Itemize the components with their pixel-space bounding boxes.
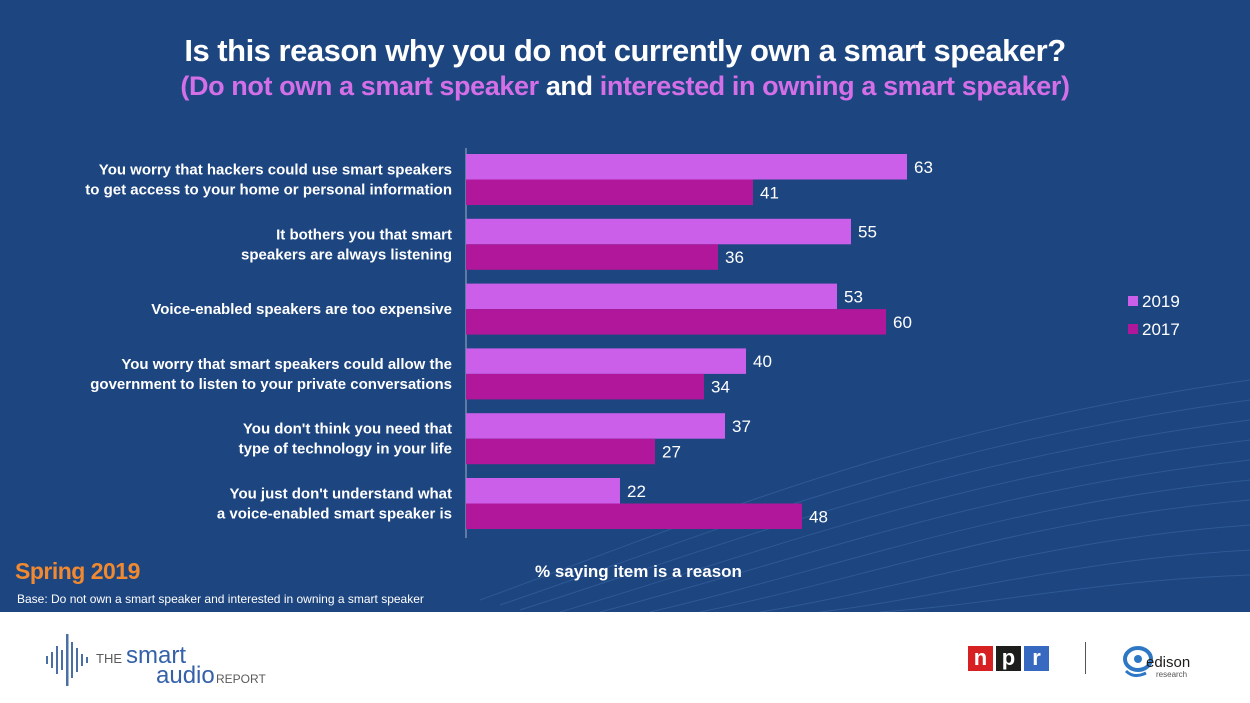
data-label: 37 — [732, 417, 751, 436]
legend-swatch-2019 — [1128, 296, 1138, 306]
decorative-waves — [479, 379, 1250, 612]
footer-divider — [1085, 642, 1086, 674]
data-label: 53 — [844, 287, 863, 306]
npr-logo: n p r — [968, 646, 1049, 671]
legend-label: 2019 — [1142, 292, 1180, 311]
subtitle-part2: interested in owning a smart speaker — [599, 71, 1062, 101]
bar-2017 — [466, 244, 718, 270]
category-label: You don't think you need that type of tec… — [239, 421, 452, 458]
edison-tag: research — [1156, 670, 1187, 679]
bar-chart: You worry that hackers could use smart s… — [85, 148, 1180, 538]
npr-p: p — [996, 646, 1021, 671]
bar-2017 — [466, 438, 655, 465]
category-label-line: a voice-enabled smart speaker is — [217, 506, 452, 523]
subtitle-part1: Do not own a smart speaker — [189, 71, 539, 101]
base-note: Base: Do not own a smart speaker and int… — [17, 592, 424, 606]
edison-swirl-icon — [1123, 646, 1153, 678]
data-label: 55 — [858, 223, 877, 242]
data-label: 36 — [725, 248, 744, 267]
category-label: You worry that smart speakers could allo… — [90, 356, 452, 393]
bar-2019 — [466, 218, 851, 245]
chart-subtitle: (Do not own a smart speaker and interest… — [0, 71, 1250, 102]
data-label: 34 — [711, 378, 730, 397]
logo-audio: audio — [156, 662, 215, 689]
smart-audio-report-logo: THE smart audio REPORT — [46, 634, 266, 689]
bar-2019 — [466, 154, 907, 180]
category-label-line: type of technology in your life — [239, 441, 452, 458]
logo-smart: smart — [126, 642, 186, 669]
npr-r: r — [1024, 646, 1049, 671]
category-label-line: speakers are always listening — [241, 246, 452, 263]
logo-report: REPORT — [216, 672, 266, 686]
soundwave-icon — [46, 634, 88, 686]
legend-swatch-2017 — [1128, 324, 1138, 334]
bar-2019 — [466, 413, 725, 439]
bar-2017 — [466, 503, 802, 529]
category-label-line: It bothers you that smart — [276, 226, 452, 243]
plot-area: You worry that hackers could use smart s… — [85, 148, 1180, 538]
category-label: Voice-enabled speakers are too expensive — [151, 301, 452, 318]
subtitle-conjunction: and — [545, 71, 593, 101]
chart-panel: Is this reason why you do not currently … — [0, 0, 1250, 612]
subtitle-open-paren: ( — [180, 71, 189, 101]
category-label-line: government to listen to your private con… — [90, 376, 452, 393]
logo-the: THE — [96, 651, 122, 666]
footer: THE smart audio REPORT n p r edison rese… — [0, 612, 1250, 703]
subtitle-close-paren: ) — [1061, 71, 1070, 101]
data-label: 22 — [627, 482, 646, 501]
edison-research-logo: edison research — [1123, 646, 1190, 679]
category-label-line: to get access to your home or personal i… — [85, 182, 452, 199]
data-label: 27 — [662, 442, 681, 461]
category-label-line: You worry that smart speakers could allo… — [121, 356, 452, 373]
data-label: 60 — [893, 313, 912, 332]
category-label-line: You don't think you need that — [243, 421, 452, 438]
category-label: You just don't understand what a voice-en… — [217, 486, 452, 523]
data-label: 48 — [809, 507, 828, 526]
category-label: You worry that hackers could use smart s… — [85, 162, 452, 199]
x-axis-label: % saying item is a reason — [535, 562, 742, 581]
season-label: Spring 2019 — [15, 558, 140, 584]
npr-n: n — [968, 646, 993, 671]
category-label-line: You just don't understand what — [230, 486, 452, 503]
bar-2017 — [466, 179, 753, 205]
category-label-line: Voice-enabled speakers are too expensive — [151, 301, 452, 318]
data-label: 41 — [760, 183, 779, 202]
chart-title: Is this reason why you do not currently … — [184, 33, 1066, 68]
bar-2017 — [466, 309, 886, 335]
category-label: It bothers you that smart speakers are al… — [241, 226, 452, 263]
bar-2017 — [466, 373, 704, 400]
edison-name: edison — [1146, 654, 1190, 671]
data-label: 63 — [914, 158, 933, 177]
category-label-line: You worry that hackers could use smart s… — [99, 162, 452, 179]
bar-2019 — [466, 283, 837, 310]
bar-2019 — [466, 478, 620, 504]
bar-2019 — [466, 348, 746, 374]
data-label: 40 — [753, 352, 772, 371]
legend-label: 2017 — [1142, 320, 1180, 339]
